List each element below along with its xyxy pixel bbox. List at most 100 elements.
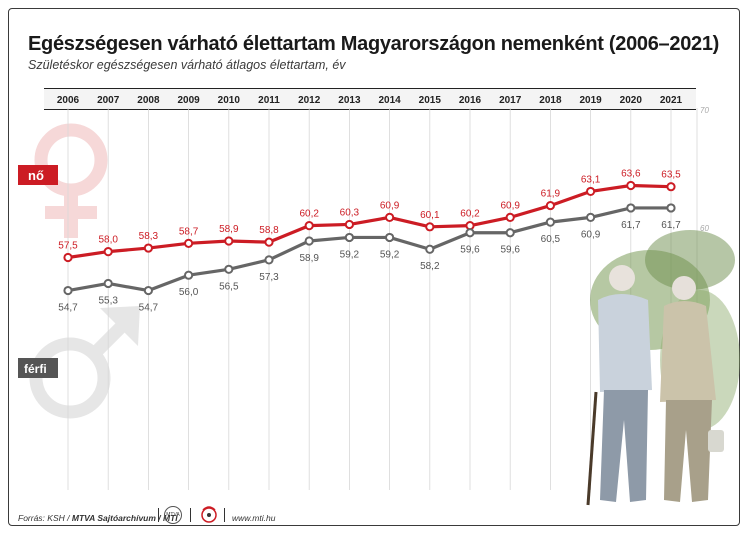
- x-tick-label: 2018: [539, 95, 562, 106]
- data-label-male: 58,9: [299, 253, 319, 264]
- data-label-female: 63,6: [621, 169, 641, 180]
- data-label-male: 59,6: [500, 245, 520, 256]
- data-label-male: 59,2: [340, 249, 360, 260]
- data-label-male: 56,5: [219, 281, 239, 292]
- data-label-female: 60,1: [420, 210, 440, 221]
- series-line-female: [67, 183, 672, 260]
- footer-divider: [158, 508, 159, 522]
- data-point-female: [425, 222, 435, 232]
- x-tick-label: 2011: [258, 95, 280, 106]
- data-label-male: 61,7: [621, 220, 641, 231]
- x-tick-label: 2009: [177, 95, 200, 106]
- data-point-female: [626, 180, 636, 191]
- data-point-male: [344, 232, 354, 243]
- data-label-female: 63,5: [661, 170, 681, 181]
- data-label-male: 57,3: [259, 272, 279, 283]
- data-label-male: 61,7: [661, 220, 681, 231]
- data-point-male: [264, 255, 274, 265]
- data-point-female: [304, 221, 314, 231]
- data-label-male: 60,9: [581, 229, 601, 240]
- data-point-male: [103, 278, 113, 289]
- x-tick-label: 2010: [218, 95, 241, 106]
- data-label-female: 58,0: [98, 235, 118, 246]
- mti-logo-icon: [201, 506, 217, 523]
- legend-male: férfi: [18, 358, 58, 378]
- data-point-male: [385, 232, 395, 243]
- data-label-male: 59,6: [460, 245, 480, 256]
- legend-female-label: nő: [28, 168, 44, 183]
- data-label-female: 60,9: [380, 200, 400, 211]
- data-point-male: [465, 228, 475, 238]
- x-tick-label: 2013: [338, 95, 361, 106]
- data-label-male: 55,3: [98, 295, 118, 306]
- data-label-female: 60,2: [299, 209, 319, 220]
- chart-subtitle: Születéskor egészségesen várható átlagos…: [28, 58, 346, 72]
- data-point-male: [626, 203, 636, 213]
- data-label-male: 60,5: [541, 234, 561, 245]
- x-tick-label: 2015: [419, 95, 442, 106]
- legend-female: nő: [18, 165, 58, 185]
- data-point-female: [505, 212, 515, 222]
- x-tick-label: 2021: [660, 95, 683, 106]
- data-label-female: 58,9: [219, 224, 239, 235]
- data-point-male: [143, 285, 153, 296]
- data-point-male: [425, 244, 435, 254]
- data-point-male: [63, 285, 73, 296]
- x-tick-label: 2017: [499, 95, 522, 106]
- y-tick-label: 60: [700, 224, 709, 233]
- data-point-male: [545, 217, 556, 227]
- data-label-female: 60,9: [500, 200, 520, 211]
- data-point-male: [224, 264, 234, 274]
- mtva-logo-icon: MTVA: [164, 506, 182, 524]
- data-point-female: [666, 182, 676, 192]
- data-point-female: [63, 252, 73, 263]
- data-point-male: [586, 212, 596, 222]
- footer-divider: [224, 508, 225, 522]
- elderly-couple-illustration: [586, 230, 740, 506]
- x-tick-label: 2006: [57, 95, 80, 106]
- data-label-female: 61,9: [541, 189, 561, 200]
- x-tick-label: 2014: [378, 95, 401, 106]
- data-point-female: [143, 243, 153, 253]
- data-label-male: 54,7: [58, 303, 78, 314]
- year-band: [44, 88, 696, 110]
- data-point-female: [224, 236, 234, 246]
- data-point-male: [184, 270, 194, 280]
- source-label: Forrás: KSH /: [18, 513, 70, 523]
- archive-label: MTVA Sajtóarchívum / MTI: [71, 513, 178, 523]
- series-line-male: [67, 206, 671, 293]
- data-point-male: [666, 203, 676, 213]
- website-label: www.mti.hu: [232, 513, 276, 523]
- y-tick-label: 70: [700, 106, 709, 115]
- data-label-female: 58,8: [259, 225, 279, 236]
- data-label-female: 58,3: [139, 231, 159, 242]
- data-point-female: [385, 212, 395, 222]
- data-label-female: 60,3: [340, 207, 360, 218]
- x-tick-label: 2016: [459, 95, 482, 106]
- data-label-female: 60,2: [460, 209, 480, 220]
- footer-source: Forrás: KSH / MTVA Sajtóarchívum / MTI: [18, 513, 178, 523]
- data-label-male: 58,2: [420, 261, 440, 272]
- data-label-female: 57,5: [58, 241, 78, 252]
- chart-title: Egészségesen várható élettartam Magyaror…: [28, 33, 720, 55]
- data-label-female: 63,1: [581, 174, 601, 185]
- data-point-female: [344, 219, 354, 230]
- x-tick-label: 2020: [620, 95, 643, 106]
- data-point-female: [586, 186, 596, 197]
- data-point-female: [264, 237, 274, 247]
- legend-male-label: férfi: [24, 362, 47, 376]
- x-tick-label: 2008: [137, 95, 160, 106]
- data-point-female: [184, 238, 194, 248]
- data-label-male: 59,2: [380, 249, 400, 260]
- footer-divider: [190, 508, 191, 522]
- data-label-male: 56,0: [179, 287, 199, 298]
- data-label-male: 54,7: [139, 303, 159, 314]
- female-symbol-icon: [34, 123, 108, 238]
- data-point-female: [545, 200, 556, 211]
- data-point-male: [505, 228, 515, 238]
- data-point-female: [103, 247, 113, 257]
- x-tick-label: 2012: [298, 95, 321, 106]
- x-tick-label: 2007: [97, 95, 120, 106]
- data-label-female: 58,7: [179, 226, 199, 237]
